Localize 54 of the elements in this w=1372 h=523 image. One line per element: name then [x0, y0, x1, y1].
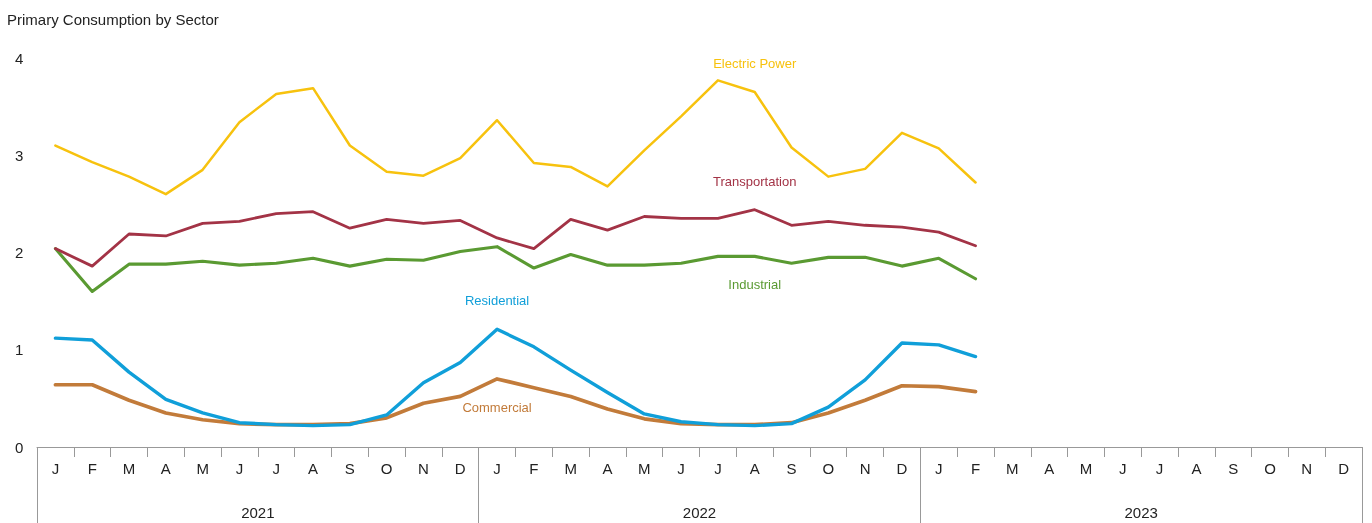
text: 2022 — [682, 504, 717, 521]
text: 2021 — [241, 504, 275, 521]
line-series — [53, 327, 978, 428]
x-tick-label: J — [272, 460, 280, 477]
x-tick-label: A — [602, 460, 613, 477]
x-tick-label: J — [493, 460, 501, 477]
x-tick-label: F — [970, 460, 981, 477]
x-tick-label: J — [934, 460, 943, 477]
x-tick-label: N — [859, 460, 871, 477]
y-tick-label: 1 — [15, 341, 24, 359]
x-tick-label: J — [235, 460, 244, 477]
x-tick-label: A — [1044, 460, 1055, 477]
x-tick-label: S — [786, 460, 797, 477]
x-tick-label: A — [1191, 460, 1202, 477]
x-tick-label: O — [1264, 460, 1276, 477]
line-series — [53, 245, 978, 293]
text: Transportation — [713, 173, 797, 189]
x-tick-label: A — [160, 460, 171, 477]
line-series — [54, 79, 977, 196]
x-tick-label: M — [122, 460, 136, 477]
x-tick-label: M — [638, 460, 651, 477]
series-label: Industrial — [728, 277, 782, 293]
text: Residential — [464, 293, 530, 309]
x-tick-label: M — [196, 460, 209, 477]
x-tick-label: O — [380, 460, 393, 477]
x-tick-label: S — [344, 460, 355, 477]
x-tick-label: D — [454, 460, 466, 477]
x-tick-label: O — [822, 460, 835, 477]
x-tick-label: J — [51, 460, 60, 477]
x-tick-label: M — [564, 460, 577, 477]
x-tick-label: F — [87, 460, 97, 477]
x-tick-label: N — [418, 460, 429, 477]
y-tick-label: 2 — [15, 244, 24, 261]
x-tick-label: D — [896, 460, 908, 477]
y-tick-label: 0 — [15, 438, 24, 456]
line-series — [54, 208, 977, 268]
x-tick-label: J — [1155, 460, 1164, 477]
x-tick-label: N — [1301, 460, 1313, 477]
x-tick-label: S — [1228, 460, 1239, 477]
x-tick-label: A — [308, 460, 319, 477]
series-label: Commercial — [462, 399, 532, 415]
series-label: Electric Power — [713, 56, 797, 72]
x-tick-label: F — [529, 460, 539, 477]
x-tick-label: J — [1119, 460, 1127, 477]
x-tick-label: M — [1079, 460, 1093, 477]
x-tick-label: J — [677, 460, 685, 477]
x-tick-label: M — [1006, 460, 1019, 477]
x-tick-label: J — [714, 460, 722, 477]
text: 2023 — [1124, 504, 1158, 521]
x-tick-label: A — [749, 460, 760, 477]
chart-title: Primary Consumption by Sector — [7, 11, 219, 28]
y-tick-label: 4 — [15, 49, 24, 67]
y-tick-label: 3 — [15, 146, 24, 164]
x-tick-label: D — [1338, 460, 1350, 477]
